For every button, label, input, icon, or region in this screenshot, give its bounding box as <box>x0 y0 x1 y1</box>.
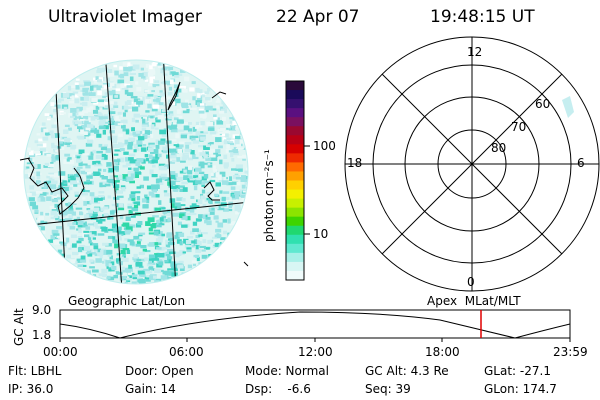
geo-longitude-info: GLon: 174.7 <box>484 382 557 396</box>
polar-ring-80: 80 <box>491 141 507 155</box>
polar-ring-70: 70 <box>511 120 527 134</box>
dsp-info: Dsp: -6.6 <box>245 382 311 396</box>
ip-info: IP: 36.0 <box>8 382 54 396</box>
colorbar-segment <box>286 171 304 181</box>
colorbar-segment <box>286 144 304 154</box>
colorbar-segment <box>286 234 304 245</box>
geo-latitude-info: GLat: -27.1 <box>484 364 551 378</box>
colorbar-segment <box>286 126 304 136</box>
colorbar-segment <box>286 225 304 236</box>
colorbar <box>286 81 304 281</box>
polar-label-right: 6 <box>577 156 585 170</box>
colorbar-segment <box>286 189 304 200</box>
time-label: 19:48:15 UT <box>430 7 535 27</box>
colorbar-segment <box>286 216 304 227</box>
colorbar-segment <box>286 90 304 100</box>
time-tick-1800: 18:00 <box>425 345 460 359</box>
colorbar-segment <box>286 117 304 127</box>
polar-ring-60: 60 <box>535 97 551 111</box>
colorbar-segment <box>286 135 304 145</box>
time-tick-2359: 23:59 <box>553 345 588 359</box>
filter-info: Flt: LBHL <box>8 364 62 378</box>
sequence-info: Seq: 39 <box>365 382 411 396</box>
polar-edge-emission <box>562 96 574 118</box>
polar-label-bottom: 0 <box>467 275 475 289</box>
colorbar-segment <box>286 162 304 172</box>
colorbar-segment <box>286 108 304 118</box>
altitude-axis-title: GC Alt <box>12 308 26 346</box>
apex-label: Apex MLat/MLT <box>427 294 521 308</box>
colorbar-segment <box>286 99 304 109</box>
coastline <box>27 81 220 215</box>
time-tick-1200: 12:00 <box>298 345 333 359</box>
colorbar-segment <box>286 243 304 254</box>
gc-altitude-info: GC Alt: 4.3 Re <box>365 364 449 378</box>
polar-label-top: 12 <box>467 45 483 59</box>
door-info: Door: Open <box>125 364 194 378</box>
colorbar-segment <box>286 153 304 163</box>
colorbar-segment <box>286 261 304 272</box>
colorbar-tick-10: 10 <box>313 227 329 241</box>
date-label: 22 Apr 07 <box>276 7 360 27</box>
colorbar-segment <box>286 81 304 91</box>
altitude-curve <box>59 311 571 339</box>
altitude-y-top: 9.0 <box>32 303 52 317</box>
colorbar-segment <box>286 180 304 191</box>
altitude-y-bottom: 1.8 <box>32 328 52 342</box>
polar-plot <box>344 36 600 292</box>
uv-earth-image <box>24 60 248 284</box>
gain-info: Gain: 14 <box>125 382 176 396</box>
geographic-label: Geographic Lat/Lon <box>68 294 186 308</box>
colorbar-tick-100: 100 <box>313 139 336 153</box>
colorbar-segment <box>286 252 304 263</box>
colorbar-segment <box>286 198 304 209</box>
app-title: Ultraviolet Imager <box>48 7 202 27</box>
polar-label-left: 18 <box>347 156 363 170</box>
colorbar-units-label: photon cm⁻²s⁻¹ <box>262 149 276 242</box>
colorbar-segment <box>286 270 304 281</box>
time-tick-0600: 06:00 <box>169 345 204 359</box>
mode-info: Mode: Normal <box>245 364 329 378</box>
colorbar-segment <box>286 207 304 218</box>
time-axis-ticks <box>59 338 571 342</box>
time-tick-0000: 00:00 <box>43 345 78 359</box>
